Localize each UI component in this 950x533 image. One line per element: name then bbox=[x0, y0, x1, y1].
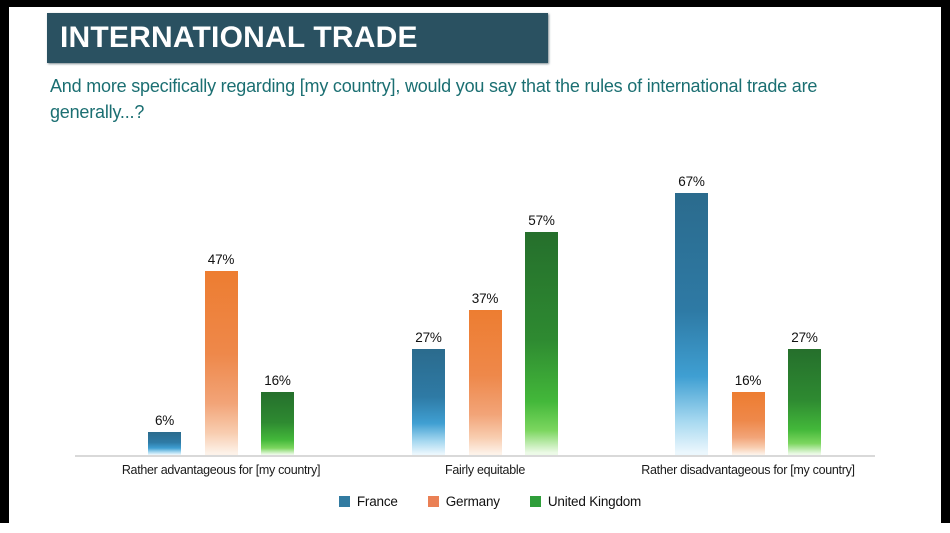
bar-united-kingdom-rather-advantageous-for-my-country- bbox=[261, 392, 294, 455]
legend-item-germany: Germany bbox=[427, 493, 500, 509]
value-label-france-1: 27% bbox=[415, 330, 442, 346]
value-label-united-kingdom-2: 27% bbox=[791, 330, 818, 346]
legend-label-germany: Germany bbox=[445, 493, 500, 509]
category-label-fairly-equitable: Fairly equitable bbox=[445, 463, 525, 477]
legend-label-france: France bbox=[356, 493, 398, 509]
value-label-united-kingdom-1: 57% bbox=[528, 213, 555, 229]
value-label-united-kingdom-0: 16% bbox=[264, 373, 291, 389]
bar-france-rather-advantageous-for-my-country- bbox=[148, 431, 181, 455]
bar-france-rather-disadvantageous-for-my-country- bbox=[675, 193, 708, 455]
legend-swatch-france bbox=[338, 495, 350, 507]
chart-legend: France Germany United Kingdom bbox=[30, 493, 950, 509]
value-label-germany-0: 47% bbox=[207, 252, 235, 268]
slide-title-bar: INTERNATIONAL TRADE bbox=[47, 13, 548, 63]
x-axis-line bbox=[75, 455, 875, 457]
value-label-germany-1: 37% bbox=[471, 291, 499, 307]
bar-germany-rather-advantageous-for-my-country- bbox=[204, 271, 238, 455]
question-text: And more specifically regarding [my coun… bbox=[50, 76, 818, 122]
legend-label-united-kingdom: United Kingdom bbox=[547, 493, 642, 509]
bar-germany-rather-disadvantageous-for-my-country- bbox=[731, 392, 765, 455]
bar-germany-fairly-equitable bbox=[468, 310, 502, 455]
letterbox-top bbox=[0, 0, 950, 7]
letterbox-left bbox=[0, 0, 9, 523]
bar-united-kingdom-fairly-equitable bbox=[525, 232, 558, 455]
bar-united-kingdom-rather-disadvantageous-for-my-country- bbox=[788, 349, 821, 455]
legend-swatch-united-kingdom bbox=[529, 495, 541, 507]
category-label-rather-disadvantageous-for-my-country-: Rather disadvantageous for [my country] bbox=[641, 463, 855, 477]
value-label-france-0: 6% bbox=[154, 412, 175, 428]
value-label-germany-2: 16% bbox=[734, 373, 762, 389]
legend-item-united-kingdom: United Kingdom bbox=[529, 493, 642, 509]
letterbox-right bbox=[941, 0, 950, 523]
page-title: INTERNATIONAL TRADE bbox=[60, 21, 418, 54]
category-label-rather-advantageous-for-my-country-: Rather advantageous for [my country] bbox=[121, 463, 321, 477]
legend-item-france: France bbox=[338, 493, 398, 509]
bar-france-fairly-equitable bbox=[412, 349, 445, 455]
legend-swatch-germany bbox=[427, 495, 439, 507]
value-label-france-2: 67% bbox=[678, 174, 705, 190]
